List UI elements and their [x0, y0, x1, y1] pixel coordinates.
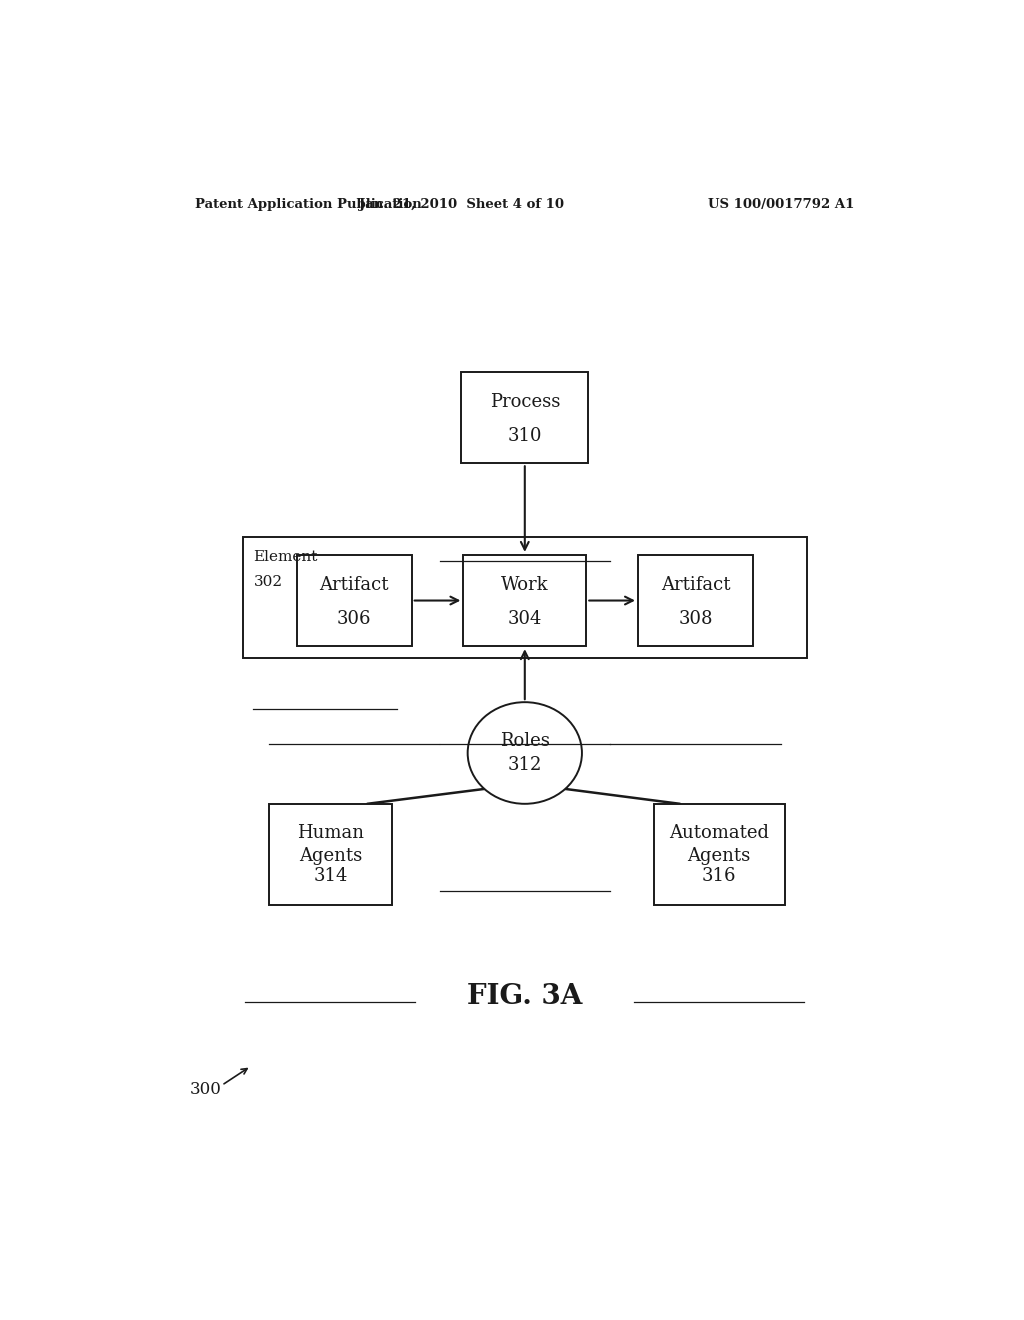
Text: Jan. 21, 2010  Sheet 4 of 10: Jan. 21, 2010 Sheet 4 of 10 [358, 198, 564, 211]
Text: Human: Human [297, 824, 364, 842]
FancyBboxPatch shape [243, 536, 807, 659]
Text: 304: 304 [508, 610, 542, 628]
FancyBboxPatch shape [297, 554, 412, 647]
Text: Artifact: Artifact [660, 577, 730, 594]
Text: 308: 308 [678, 610, 713, 628]
Text: 306: 306 [337, 610, 372, 628]
Text: Process: Process [489, 393, 560, 412]
Text: Artifact: Artifact [319, 577, 389, 594]
Text: Patent Application Publication: Patent Application Publication [196, 198, 422, 211]
Text: Work: Work [501, 577, 549, 594]
Text: Element: Element [253, 549, 317, 564]
FancyBboxPatch shape [463, 554, 587, 647]
Text: 314: 314 [313, 867, 347, 884]
Text: 312: 312 [508, 756, 542, 775]
Text: US 100/0017792 A1: US 100/0017792 A1 [708, 198, 854, 211]
FancyBboxPatch shape [461, 372, 588, 463]
Text: 316: 316 [702, 867, 736, 884]
Text: 300: 300 [189, 1081, 222, 1098]
Text: 302: 302 [253, 576, 283, 589]
Text: Automated: Automated [670, 824, 769, 842]
Text: Agents: Agents [299, 846, 362, 865]
FancyBboxPatch shape [653, 804, 784, 906]
Text: Agents: Agents [687, 846, 751, 865]
Ellipse shape [468, 702, 582, 804]
Text: 310: 310 [508, 426, 542, 445]
Text: Roles: Roles [500, 731, 550, 750]
Text: FIG. 3A: FIG. 3A [467, 983, 583, 1010]
FancyBboxPatch shape [638, 554, 753, 647]
FancyBboxPatch shape [269, 804, 392, 906]
